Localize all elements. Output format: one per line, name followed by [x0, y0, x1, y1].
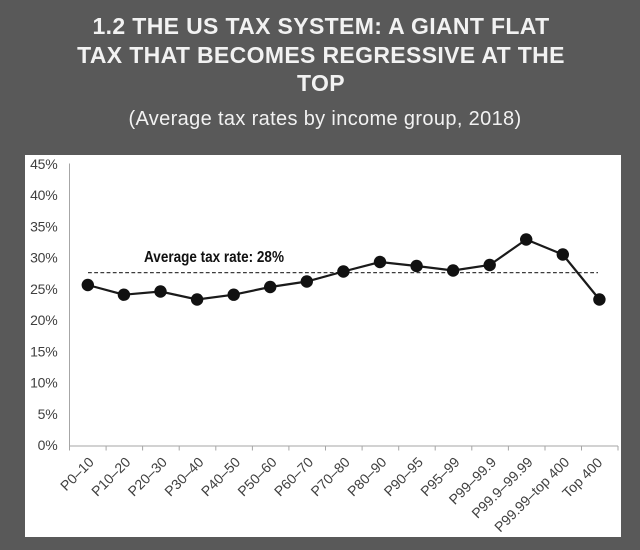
svg-text:25%: 25% [30, 281, 57, 297]
svg-text:30%: 30% [30, 250, 57, 266]
svg-text:0%: 0% [38, 437, 58, 453]
svg-text:Average tax rate: 28%: Average tax rate: 28% [144, 249, 284, 266]
svg-text:5%: 5% [38, 406, 58, 422]
svg-text:20%: 20% [30, 312, 57, 328]
svg-text:40%: 40% [30, 187, 57, 203]
svg-text:10%: 10% [30, 375, 57, 391]
svg-text:35%: 35% [30, 218, 57, 234]
svg-text:45%: 45% [30, 156, 57, 172]
svg-text:15%: 15% [30, 343, 57, 359]
